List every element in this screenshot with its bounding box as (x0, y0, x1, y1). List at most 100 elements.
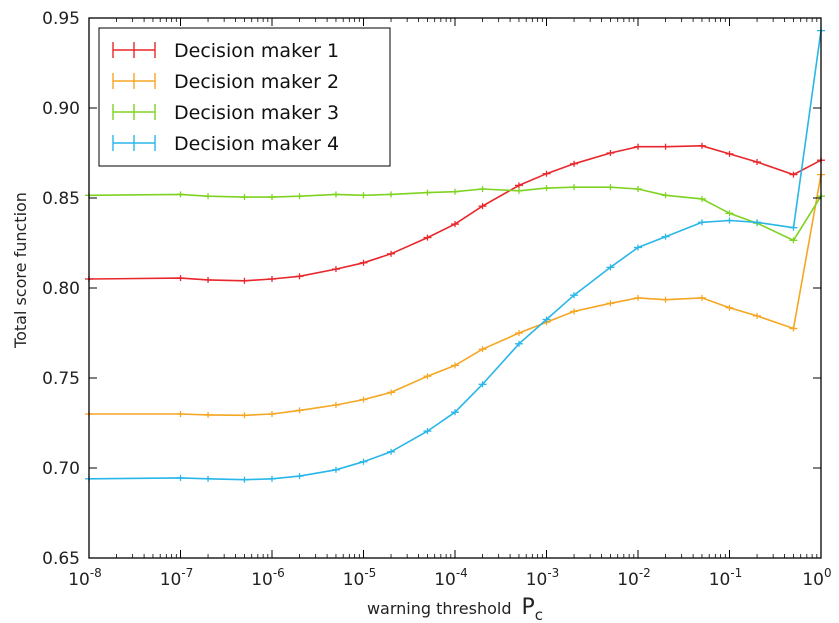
data-point (387, 191, 396, 198)
data-point (725, 210, 734, 217)
data-point (725, 304, 734, 311)
x-axis-label-subscript: c (535, 606, 543, 623)
y-tick-label: 0.85 (42, 189, 80, 209)
data-point (478, 203, 487, 210)
data-point (295, 407, 304, 414)
data-point (295, 273, 304, 280)
data-point (725, 217, 734, 224)
data-point (295, 193, 304, 200)
data-point (789, 171, 798, 178)
data-point (789, 237, 798, 244)
data-point (478, 186, 487, 192)
data-point (176, 474, 185, 481)
legend-item: Decision maker 2 (112, 71, 339, 93)
data-point (240, 277, 249, 284)
series-layer (85, 27, 825, 483)
data-point (204, 475, 213, 482)
data-point (570, 308, 579, 315)
data-point (331, 402, 340, 408)
x-tick-label: 100 (802, 566, 831, 590)
data-point (570, 292, 579, 299)
data-point (789, 325, 798, 332)
data-point (359, 192, 368, 199)
data-point (240, 476, 249, 483)
data-point (634, 244, 642, 251)
data-point (753, 159, 762, 165)
legend-label: Decision maker 4 (174, 133, 339, 155)
data-point (606, 264, 615, 271)
data-point (451, 362, 459, 369)
data-point (295, 473, 304, 480)
data-point (204, 193, 213, 200)
x-tick-label: 10-1 (709, 566, 743, 590)
axis-ticks: 0.65 0.70 0.75 0.80 0.85 0.90 0.95 10-8 10-7 10-6… (42, 9, 832, 590)
x-axis-label-text: warning threshold (367, 599, 512, 618)
data-point (451, 409, 459, 416)
data-point (176, 275, 185, 282)
data-point (176, 411, 185, 417)
data-point (789, 224, 798, 231)
data-point (359, 458, 368, 465)
data-point (634, 143, 642, 150)
data-point (661, 143, 670, 150)
data-point (176, 191, 185, 198)
x-tick-label: 10-3 (526, 566, 560, 590)
series-3 (85, 184, 825, 244)
data-point (359, 259, 368, 266)
x-tick-label: 10-8 (68, 566, 102, 590)
x-tick-label: 10-6 (251, 566, 285, 590)
legend: Decision maker 1 Decision maker 2 Decision… (98, 27, 391, 167)
data-point (268, 276, 276, 282)
data-point (661, 233, 670, 240)
data-point (606, 300, 615, 307)
data-point (423, 189, 432, 196)
data-point (514, 340, 523, 347)
data-point (634, 294, 642, 301)
data-point (451, 188, 459, 195)
x-tick-label: 10-2 (617, 566, 651, 590)
series-1 (85, 142, 825, 284)
data-point (697, 142, 706, 149)
data-point (387, 448, 396, 455)
y-tick-label: 0.75 (42, 369, 80, 389)
data-point (606, 150, 615, 156)
y-tick-label: 0.65 (42, 549, 80, 569)
data-point (606, 184, 615, 191)
y-tick-label: 0.70 (42, 459, 80, 479)
legend-item: Decision maker 1 (112, 40, 339, 62)
data-point (542, 185, 551, 192)
y-axis-label: Total score function (11, 192, 30, 349)
x-tick-label: 10-7 (160, 566, 194, 590)
data-point (331, 266, 340, 273)
y-tick-label: 0.95 (42, 9, 80, 29)
data-point (268, 475, 276, 482)
y-tick-label: 0.80 (42, 279, 80, 299)
y-tick-label: 0.90 (42, 99, 80, 119)
legend-label: Decision maker 1 (174, 40, 339, 62)
x-tick-label: 10-4 (434, 566, 468, 590)
data-point (204, 276, 213, 283)
data-point (423, 373, 432, 380)
data-point (542, 316, 551, 323)
data-point (478, 381, 487, 388)
data-point (478, 346, 487, 353)
data-point (204, 411, 213, 418)
data-point (570, 184, 579, 191)
data-point (697, 195, 706, 202)
x-axis-label: warning threshold Pc (367, 595, 543, 623)
data-point (268, 411, 276, 417)
data-point (661, 296, 670, 303)
data-point (359, 396, 368, 403)
data-point (240, 412, 249, 419)
data-point (331, 466, 340, 473)
series-line-2 (89, 174, 822, 417)
series-line-3 (88, 186, 822, 242)
data-point (570, 160, 579, 167)
data-point (423, 234, 432, 241)
data-point (451, 221, 459, 228)
data-point (514, 330, 523, 336)
data-point (514, 187, 523, 194)
data-point (725, 150, 734, 157)
data-point (331, 191, 340, 198)
x-axis-label-symbol: P (521, 595, 534, 620)
